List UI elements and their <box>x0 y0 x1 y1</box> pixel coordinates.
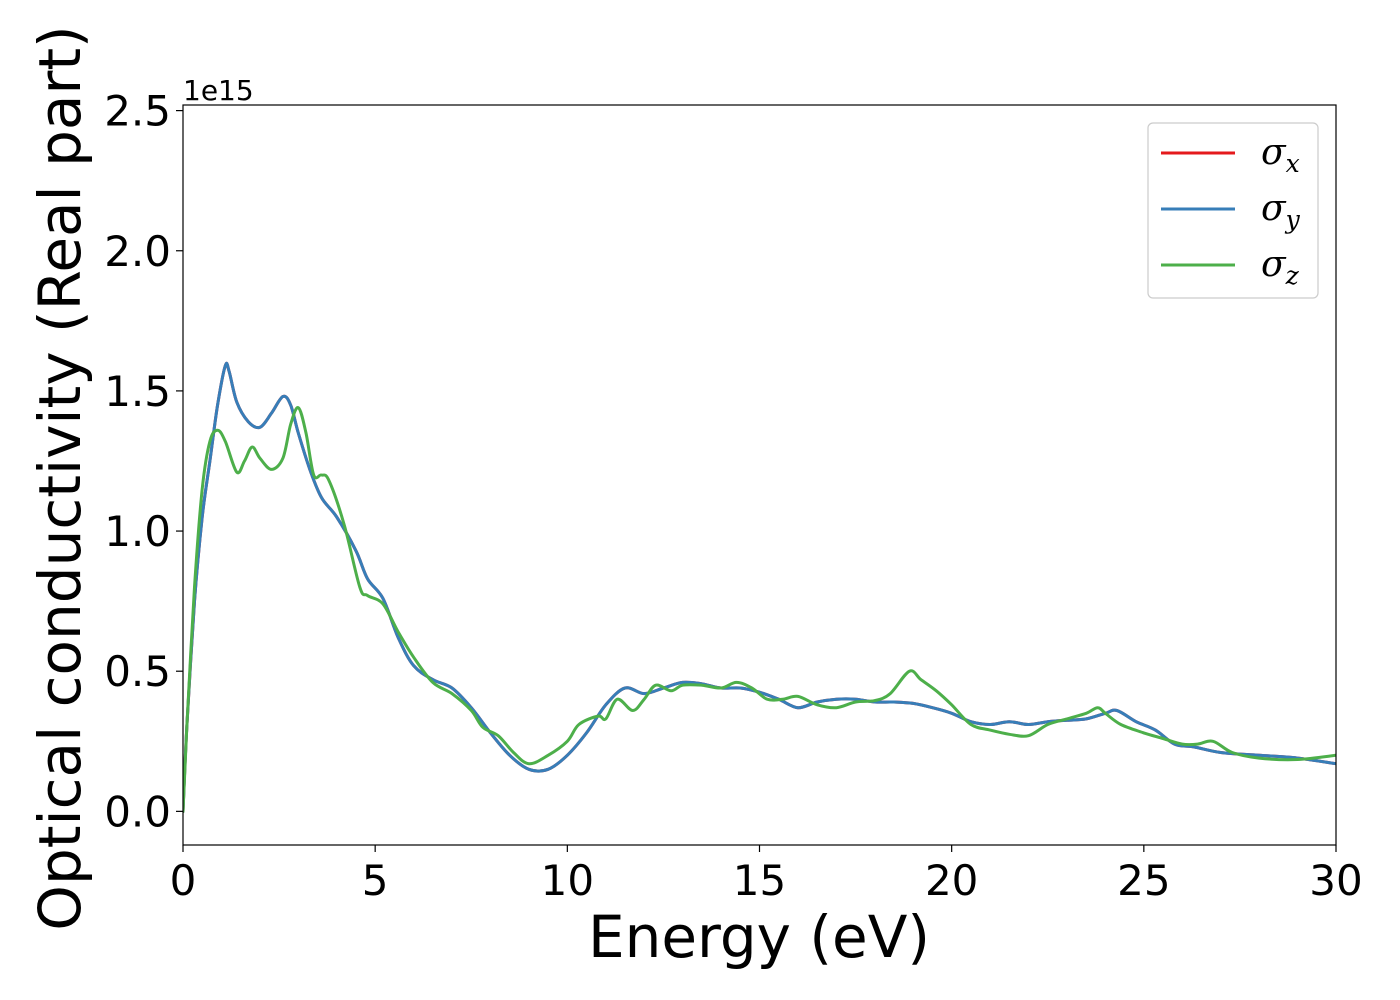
y-axis-title: Optical conductivity (Real part) <box>26 25 94 930</box>
x-tick-label: 10 <box>541 856 594 905</box>
x-tick-label: 15 <box>733 856 786 905</box>
legend-subscript-z: z <box>1285 261 1300 290</box>
x-tick-label: 25 <box>1117 856 1170 905</box>
x-axis-ticks: 0 5 10 15 20 25 30 <box>170 845 1363 905</box>
x-tick-label: 30 <box>1309 856 1362 905</box>
y-tick-label: 2.0 <box>104 227 171 276</box>
legend-subscript-x: x <box>1286 149 1300 178</box>
y-tick-label: 0.0 <box>104 787 171 836</box>
y-axis-offset-label: 1e15 <box>183 74 254 107</box>
y-axis-ticks: 0.0 0.5 1.0 1.5 2.0 2.5 <box>104 87 183 836</box>
plot-area <box>183 105 1336 845</box>
x-axis-title: Energy (eV) <box>588 903 930 971</box>
x-tick-label: 5 <box>362 856 389 905</box>
legend-subscript-y: y <box>1285 205 1301 234</box>
y-tick-label: 1.5 <box>104 367 171 416</box>
y-tick-label: 0.5 <box>104 647 171 696</box>
x-tick-label: 20 <box>925 856 978 905</box>
plot-frame <box>182 104 1337 846</box>
x-tick-label: 0 <box>170 856 197 905</box>
y-tick-label: 1.0 <box>104 507 171 556</box>
plot-background <box>183 105 1336 845</box>
series-lines <box>183 361 1336 813</box>
series-line-z <box>183 406 1336 813</box>
y-tick-label: 2.5 <box>104 87 171 136</box>
